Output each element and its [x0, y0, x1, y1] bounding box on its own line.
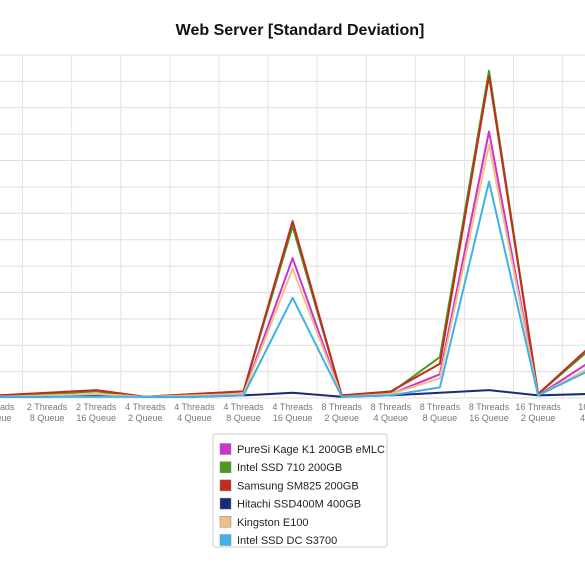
- x-tick-label-threads: 4 Threads: [223, 402, 264, 412]
- legend-label: Samsung SM825 200GB: [237, 480, 359, 492]
- x-tick-label-threads: 4 Threads: [125, 402, 166, 412]
- x-tick-label-queue: 16 Queue: [273, 413, 313, 423]
- x-tick-label-threads: 4 Threads: [174, 402, 215, 412]
- legend-swatch: [219, 479, 232, 492]
- legend-box: [212, 433, 388, 548]
- x-tick-label-queue: 16 Queue: [469, 413, 509, 423]
- x-tick-label-threads: 8 Threads: [371, 402, 412, 412]
- x-tick-label-queue: 4 Queue: [374, 413, 409, 423]
- x-tick-label-queue: 16 Queue: [76, 413, 116, 423]
- series-line-4: [0, 143, 585, 398]
- series-lines: [0, 69, 585, 398]
- legend-label: Intel SSD DC S3700: [237, 535, 337, 547]
- legend-label: Hitachi SSD400M 400GB: [237, 499, 361, 511]
- legend-label: Intel SSD 710 200GB: [237, 462, 342, 474]
- legend: PureSi Kage K1 200GB eMLC Intel SSD 710 2…: [212, 433, 388, 548]
- legend-label: PureSi Kage K1 200GB eMLC: [237, 444, 385, 456]
- legend-label: Kingston E100: [237, 517, 309, 529]
- x-tick-label-threads: 8 Threads: [322, 402, 363, 412]
- x-tick-label-queue: 8 Queue: [423, 413, 458, 423]
- series-line-3: [0, 389, 585, 398]
- x-tick-label-queue: 2 Queue: [521, 413, 556, 423]
- x-tick-label-queue: 2 Queue: [128, 413, 163, 423]
- legend-swatch: [219, 516, 232, 528]
- x-tick-label-threads: 2 Threads: [76, 402, 117, 412]
- legend-swatch: [219, 443, 232, 455]
- legend-swatch: [219, 534, 232, 546]
- series-line-1: [0, 69, 585, 398]
- x-tick-label-queue: 8 Queue: [226, 413, 261, 423]
- x-tick-label-queue: 2 Queue: [324, 413, 359, 423]
- legend-swatch: [219, 461, 232, 473]
- x-tick-label-threads: 16 T: [578, 402, 585, 412]
- x-tick-label-queue: 4 Queue: [177, 413, 212, 423]
- series-line-5: [0, 180, 585, 398]
- legend-swatch: [219, 497, 232, 510]
- x-tick-label-threads: 8 Threads: [420, 402, 461, 412]
- x-tick-label-threads: 8 Threads: [469, 402, 510, 412]
- x-tick-label-threads: 2 Threads: [27, 402, 68, 412]
- series-line-0: [0, 130, 585, 398]
- x-tick-label-threads: 16 Threads: [515, 402, 561, 412]
- x-tick-label-threads: 4 Threads: [272, 402, 313, 412]
- x-tick-label-queue: 4 Q: [580, 413, 585, 423]
- chart-title: Web Server [Standard Deviation]: [176, 22, 425, 39]
- x-tick-label-queue: Queue: [0, 413, 12, 423]
- x-tick-label-threads: Threads: [0, 402, 15, 412]
- x-tick-label-queue: 8 Queue: [30, 413, 65, 423]
- series-line-2: [0, 75, 585, 398]
